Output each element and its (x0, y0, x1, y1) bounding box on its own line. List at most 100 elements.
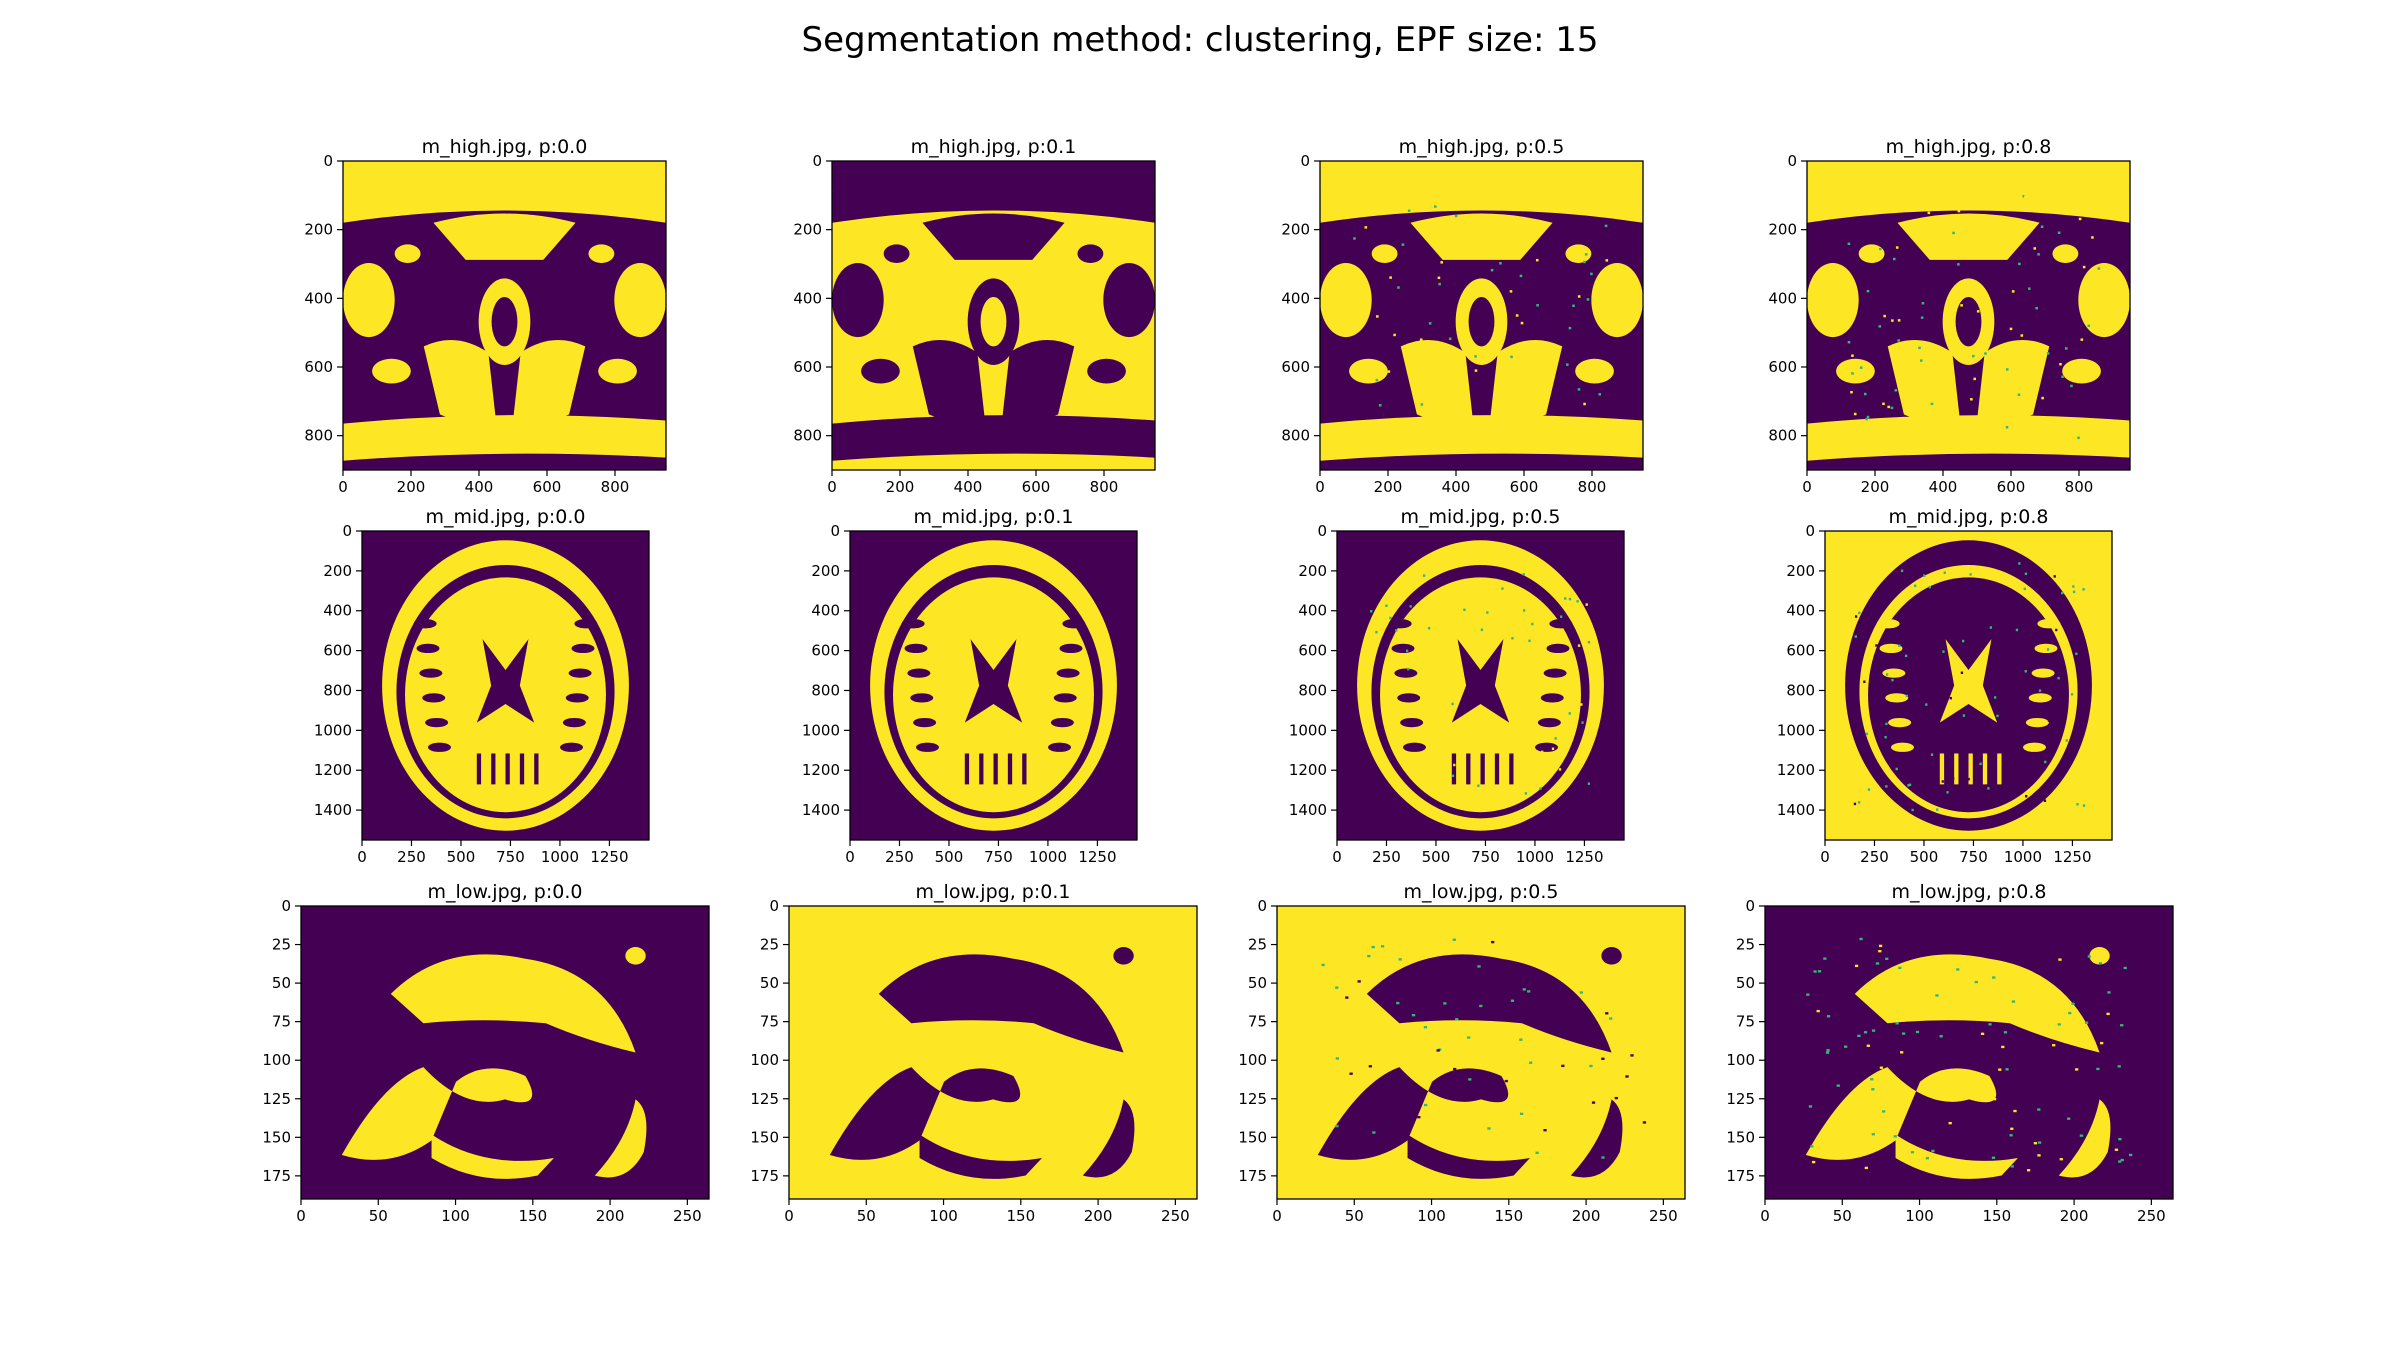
y-tick-label: 0 (1745, 897, 1755, 915)
speckle-pixel (1560, 615, 1563, 618)
segmentation-regions (1320, 161, 1643, 461)
speckle-pixel (1598, 393, 1602, 396)
speckle-pixel (1554, 737, 1557, 740)
x-tick-label: 150 (1982, 1207, 2011, 1225)
speckle-pixel (1897, 339, 1900, 342)
speckle-pixel (2082, 804, 2086, 807)
y-tick-label: 25 (760, 936, 779, 954)
speckle-pixel (1871, 260, 1874, 263)
x-tick-label: 250 (397, 848, 426, 866)
speckle-pixel (1479, 1004, 1483, 1008)
speckle-pixel (1863, 1031, 1868, 1034)
speckle-pixel (1385, 604, 1388, 607)
speckle-pixel (1453, 1067, 1457, 1071)
speckle-pixel (2033, 1142, 2038, 1145)
speckle-pixel (2023, 587, 2026, 591)
y-tick-label: 0 (1317, 522, 1327, 540)
speckle-pixel (2005, 368, 2009, 371)
y-tick-label: 800 (323, 681, 352, 699)
speckle-pixel (1642, 1121, 1647, 1124)
speckle-pixel (2061, 591, 2064, 595)
speckle-pixel (1510, 999, 1515, 1002)
speckle-pixel (2082, 265, 2086, 269)
speckle-pixel (2005, 1068, 2009, 1071)
speckle-pixel (2005, 426, 2009, 429)
speckle-pixel (2024, 195, 2027, 198)
speckle-pixel (1900, 569, 1904, 573)
y-tick-label: 1400 (802, 801, 840, 819)
panel-7: m_mid.jpg, p:0.5 0 250 500 750 1000 1250 0 200 40… (1289, 506, 1625, 866)
speckle-pixel (1927, 211, 1931, 215)
x-tick-label: 50 (857, 1207, 876, 1225)
speckle-pixel (1605, 205, 1609, 208)
speckle-pixel (1587, 640, 1591, 644)
speckle-pixel (1892, 257, 1896, 261)
x-tick-label: 500 (1422, 848, 1451, 866)
speckle-pixel (1890, 406, 1894, 410)
speckle-pixel (1491, 940, 1495, 944)
speckle-pixel (1577, 388, 1581, 391)
speckle-pixel (1871, 1029, 1876, 1032)
speckle-pixel (2098, 962, 2103, 965)
speckle-pixel (2040, 225, 2044, 229)
speckle-pixel (1590, 272, 1593, 276)
y-tick-label: 600 (323, 642, 352, 660)
speckle-pixel (1890, 760, 1893, 764)
speckle-pixel (1930, 402, 1934, 406)
speckle-pixel (1930, 753, 1934, 756)
speckle-pixel (1576, 600, 1579, 603)
speckle-pixel (1891, 678, 1894, 682)
y-tick-label: 800 (1298, 681, 1327, 699)
speckle-pixel (2070, 693, 2074, 696)
axes-frame (1319, 160, 1644, 471)
speckle-pixel (1452, 938, 1456, 941)
speckle-pixel (2080, 338, 2084, 341)
x-tick-label: 400 (465, 478, 494, 496)
segmentation-image (362, 531, 649, 840)
speckle-pixel (1457, 248, 1460, 251)
panel-title: m_low.jpg, p:0.8 (1892, 881, 2047, 903)
speckle-pixel (1936, 808, 1939, 811)
panel-10: m_low.jpg, p:0.1 0 50 100 150 200 250 0 25 50 75 10… (750, 881, 1198, 1225)
speckle-pixel (2096, 1067, 2100, 1071)
speckle-pixel (1967, 777, 1970, 781)
speckle-pixel (1594, 1021, 1598, 1025)
speckle-pixel (2025, 794, 2028, 798)
speckle-pixel (2092, 426, 2095, 429)
axes-frame (300, 905, 710, 1200)
speckle-pixel (2037, 1141, 2042, 1144)
y-tick-label: 175 (262, 1167, 291, 1185)
speckle-pixel (1614, 1096, 1618, 1100)
speckle-pixel (1842, 286, 1846, 290)
speckle-pixel (2100, 1041, 2104, 1045)
panel-title: m_high.jpg, p:0.8 (1886, 136, 2052, 158)
speckle-pixel (1625, 1075, 1629, 1078)
y-tick-label: 600 (793, 358, 822, 376)
speckle-pixel (1453, 763, 1456, 767)
speckle-pixel (2047, 734, 2050, 738)
speckle-pixel (1407, 667, 1410, 671)
speckle-pixel (1506, 702, 1509, 706)
speckle-pixel (2065, 600, 2068, 603)
segmentation-regions (1845, 540, 2092, 831)
speckle-pixel (1439, 997, 1444, 1000)
speckle-pixel (2015, 628, 2019, 632)
x-tick-label: 0 (338, 478, 348, 496)
y-tick-label: 0 (1787, 152, 1797, 170)
speckle-pixel (1463, 198, 1466, 201)
y-tick-label: 0 (323, 152, 333, 170)
y-tick-label: 0 (1805, 522, 1815, 540)
speckle-pixel (1508, 646, 1512, 649)
x-tick-label: 0 (1802, 478, 1812, 496)
y-tick-label: 200 (1786, 562, 1815, 580)
speckle-pixel (1914, 354, 1917, 358)
speckle-pixel (1992, 1097, 1997, 1101)
speckle-pixel (1396, 1001, 1400, 1005)
speckle-pixel (1397, 286, 1400, 289)
y-tick-label: 100 (262, 1051, 291, 1069)
speckle-pixel (1842, 329, 1845, 332)
y-tick-label: 75 (1736, 1013, 1755, 1031)
speckle-pixel (1879, 1066, 1884, 1069)
speckle-pixel (1539, 787, 1542, 790)
